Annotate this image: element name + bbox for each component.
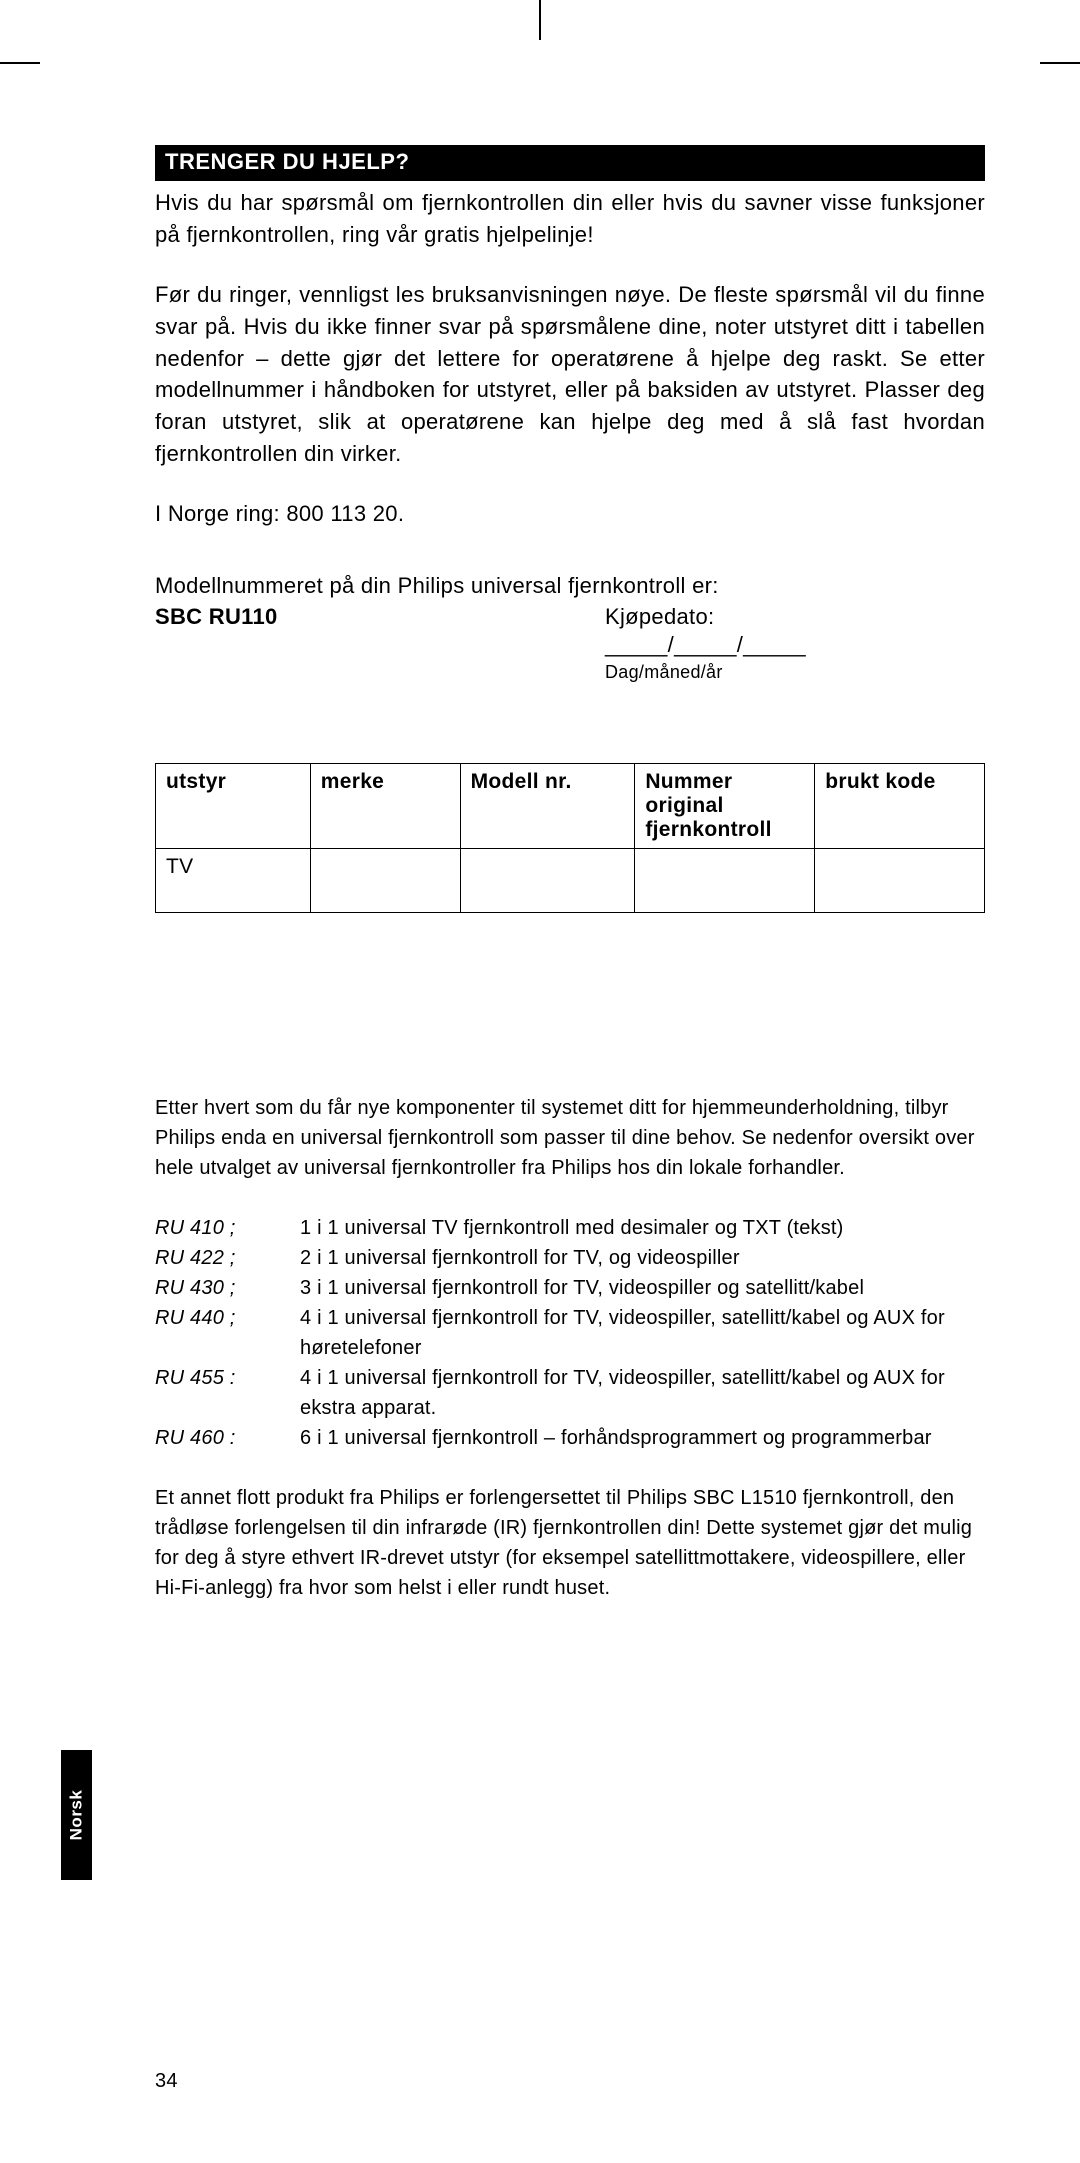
model-intro: Modellnummeret på din Philips universal … bbox=[155, 570, 985, 602]
language-tab: Norsk bbox=[61, 1750, 92, 1880]
sbc-model-number: SBC RU110 bbox=[155, 604, 605, 683]
table-header-equipment: utstyr bbox=[156, 763, 311, 848]
product-row: RU 410 ; 1 i 1 universal TV fjernkontrol… bbox=[155, 1213, 985, 1243]
table-header-model: Modell nr. bbox=[460, 763, 635, 848]
table-header-number-l1: Nummer bbox=[645, 770, 732, 793]
section-heading: TRENGER DU HJELP? bbox=[155, 145, 985, 181]
product-desc: 6 i 1 universal fjernkontroll – forhånds… bbox=[300, 1423, 985, 1453]
product-desc: 3 i 1 universal fjernkontroll for TV, vi… bbox=[300, 1273, 985, 1303]
product-code: RU 422 ; bbox=[155, 1243, 300, 1273]
purchase-date-section: Kjøpedato: _____/_____/_____ Dag/måned/å… bbox=[605, 604, 806, 683]
table-cell-equipment: TV bbox=[156, 848, 311, 912]
intro-paragraph-1: Hvis du har spørsmål om fjernkontrollen … bbox=[155, 187, 985, 251]
product-row: RU 440 ; 4 i 1 universal fjernkontroll f… bbox=[155, 1303, 985, 1363]
product-desc: 1 i 1 universal TV fjernkontroll med des… bbox=[300, 1213, 985, 1243]
product-intro-paragraph: Etter hvert som du får nye komponenter t… bbox=[155, 1093, 985, 1183]
table-header-number-l3: fjernkontroll bbox=[645, 818, 771, 841]
table-header-number: Nummer original fjernkontroll bbox=[635, 763, 815, 848]
equipment-table: utstyr merke Modell nr. Nummer original … bbox=[155, 763, 985, 913]
table-header-row: utstyr merke Modell nr. Nummer original … bbox=[156, 763, 985, 848]
date-caption: Dag/måned/år bbox=[605, 662, 806, 683]
extender-paragraph: Et annet flott produkt fra Philips er fo… bbox=[155, 1483, 985, 1603]
crop-mark-left bbox=[0, 62, 40, 64]
table-cell-number bbox=[635, 848, 815, 912]
crop-mark-right bbox=[1040, 62, 1080, 64]
product-desc: 4 i 1 universal fjernkontroll for TV, vi… bbox=[300, 1303, 985, 1363]
table-header-number-l2: original bbox=[645, 794, 723, 817]
intro-paragraph-2: Før du ringer, vennligst les bruksanvisn… bbox=[155, 279, 985, 470]
product-code: RU 455 : bbox=[155, 1363, 300, 1423]
table-header-brand: merke bbox=[310, 763, 460, 848]
language-tab-label: Norsk bbox=[67, 1790, 87, 1841]
phone-line: I Norge ring: 800 113 20. bbox=[155, 498, 985, 530]
page-content: TRENGER DU HJELP? Hvis du har spørsmål o… bbox=[155, 145, 985, 1633]
product-row: RU 455 : 4 i 1 universal fjernkontroll f… bbox=[155, 1363, 985, 1423]
product-row: RU 460 : 6 i 1 universal fjernkontroll –… bbox=[155, 1423, 985, 1453]
date-blanks: _____/_____/_____ bbox=[605, 632, 806, 658]
product-row: RU 430 ; 3 i 1 universal fjernkontroll f… bbox=[155, 1273, 985, 1303]
product-row: RU 422 ; 2 i 1 universal fjernkontroll f… bbox=[155, 1243, 985, 1273]
product-code: RU 430 ; bbox=[155, 1273, 300, 1303]
table-cell-code bbox=[815, 848, 985, 912]
model-date-row: SBC RU110 Kjøpedato: _____/_____/_____ D… bbox=[155, 604, 985, 683]
page-number: 34 bbox=[155, 2070, 178, 2093]
table-row: TV bbox=[156, 848, 985, 912]
table-cell-model bbox=[460, 848, 635, 912]
product-code: RU 440 ; bbox=[155, 1303, 300, 1363]
product-list: RU 410 ; 1 i 1 universal TV fjernkontrol… bbox=[155, 1213, 985, 1453]
table-header-code: brukt kode bbox=[815, 763, 985, 848]
product-code: RU 460 : bbox=[155, 1423, 300, 1453]
table-cell-brand bbox=[310, 848, 460, 912]
product-code: RU 410 ; bbox=[155, 1213, 300, 1243]
crop-mark-top bbox=[539, 0, 541, 40]
date-label: Kjøpedato: bbox=[605, 604, 806, 630]
product-desc: 4 i 1 universal fjernkontroll for TV, vi… bbox=[300, 1363, 985, 1423]
product-desc: 2 i 1 universal fjernkontroll for TV, og… bbox=[300, 1243, 985, 1273]
